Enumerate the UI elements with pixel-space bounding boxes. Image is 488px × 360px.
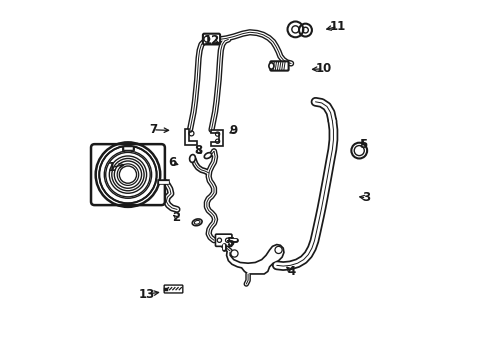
FancyBboxPatch shape: [215, 234, 231, 246]
Polygon shape: [211, 130, 223, 145]
FancyBboxPatch shape: [270, 61, 288, 71]
Polygon shape: [185, 129, 197, 145]
Circle shape: [230, 250, 238, 257]
Text: 7: 7: [149, 123, 157, 136]
FancyBboxPatch shape: [91, 144, 164, 205]
Text: 12: 12: [203, 34, 219, 48]
Text: 6: 6: [167, 156, 176, 169]
Text: 9: 9: [229, 124, 237, 137]
Text: 13: 13: [139, 288, 155, 301]
Text: 2: 2: [172, 211, 180, 224]
Text: 3: 3: [362, 192, 370, 204]
FancyBboxPatch shape: [203, 34, 220, 44]
Polygon shape: [226, 244, 284, 274]
Text: 1: 1: [107, 161, 116, 174]
Text: 5: 5: [225, 236, 234, 249]
Text: 10: 10: [315, 62, 331, 75]
FancyBboxPatch shape: [164, 285, 183, 293]
Text: 11: 11: [329, 20, 345, 33]
Circle shape: [274, 246, 282, 253]
Ellipse shape: [268, 63, 273, 69]
Ellipse shape: [192, 219, 202, 226]
Text: 8: 8: [193, 144, 202, 157]
Ellipse shape: [189, 154, 195, 162]
Ellipse shape: [204, 153, 211, 158]
Text: 4: 4: [286, 265, 295, 278]
Text: 5: 5: [358, 138, 366, 150]
